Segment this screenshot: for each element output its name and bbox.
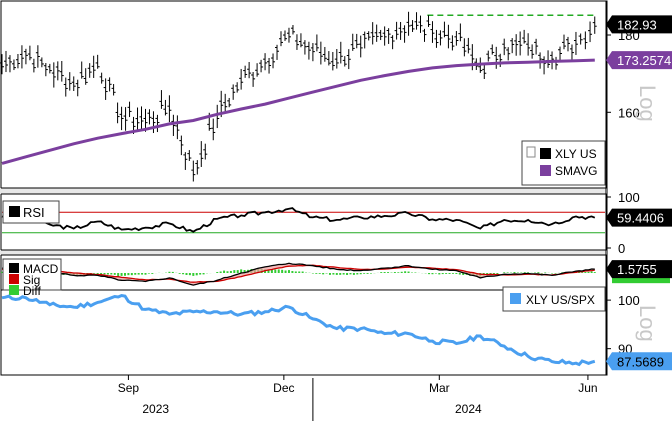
rsi-y-tick-label: 0 — [618, 241, 625, 256]
x-year-label: 2023 — [142, 402, 169, 416]
rsi-legend-label: RSI — [23, 205, 45, 220]
legend-label-price: XLY US — [555, 147, 597, 161]
rsi-y-tick-label: 100 — [618, 190, 640, 205]
x-month-label: Mar — [429, 381, 450, 395]
sma-line — [1, 58, 595, 165]
rsi-last-value-box — [606, 208, 672, 227]
macd-last-value: 1.5755 — [617, 262, 657, 277]
ratio-legend-swatch — [510, 293, 521, 304]
ratio-legend-label: XLY US/SPX — [526, 293, 595, 307]
panel-separator-1 — [0, 188, 607, 194]
macd-legend-label: MACD — [23, 262, 59, 276]
price-legend-box — [521, 140, 606, 186]
rsi-last-value: 59.4406 — [617, 211, 664, 226]
rsi-panel: 0 100 59.4406 RSI — [1, 190, 672, 256]
macd-legend-label: Diff — [23, 284, 41, 298]
price-y-tick-label: 160 — [618, 105, 640, 120]
legend-swatch-price — [540, 148, 551, 159]
legend-marker-frame — [526, 146, 536, 158]
ratio-y-tick-label: 100 — [618, 293, 640, 308]
legend-label-sma: SMAVG — [555, 164, 597, 178]
macd-legend-swatch — [9, 263, 19, 273]
sma-last-value: 173.2574 — [617, 53, 671, 68]
x-month-label: Sep — [118, 381, 140, 395]
macd-legend-label: Sig — [23, 273, 40, 287]
ratio-last-value-box — [606, 352, 672, 371]
x-axis: Sep Dec Mar Jun 2023 2024 — [1, 374, 607, 421]
panel-separator-2 — [0, 250, 607, 255]
rsi-line — [1, 207, 596, 233]
price-last-value: 182.93 — [617, 17, 657, 32]
macd-last-value-box — [606, 260, 672, 279]
x-month-label: Dec — [273, 381, 294, 395]
macd-line — [1, 262, 595, 286]
ratio-scale-label: Log — [635, 305, 660, 342]
legend-swatch-sma — [540, 165, 551, 176]
rsi-legend-swatch — [9, 206, 20, 217]
macd-legend-swatch — [9, 274, 19, 284]
sma-last-value-box — [606, 51, 672, 70]
panel-frames — [0, 0, 608, 376]
macd-legend-swatch — [9, 285, 19, 295]
x-year-label: 2024 — [455, 402, 482, 416]
macd-sig-fill — [2, 263, 595, 286]
ratio-line — [1, 293, 596, 367]
x-month-label: Jun — [578, 381, 597, 395]
price-scale-label: Log — [635, 85, 660, 122]
ratio-last-value: 87.5689 — [617, 354, 664, 369]
price-last-value-box — [606, 15, 672, 34]
sig-line — [1, 264, 595, 283]
